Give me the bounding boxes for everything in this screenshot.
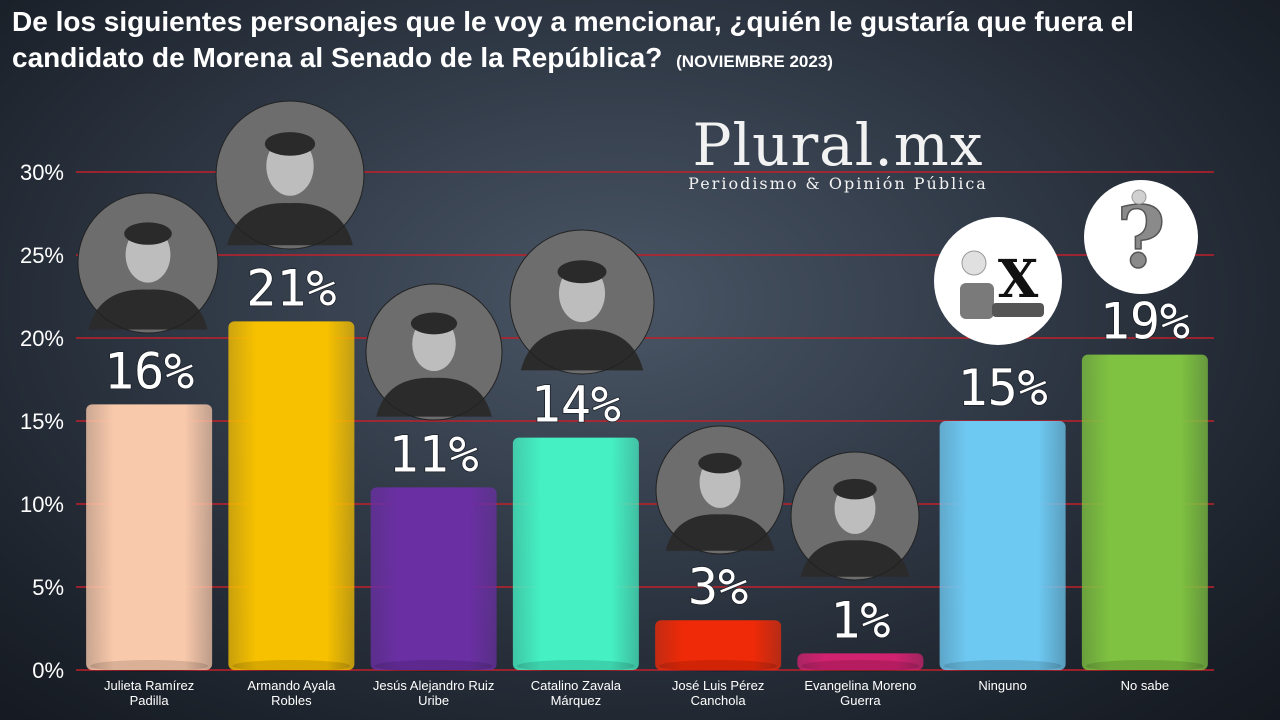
title-main: De los siguientes personajes que le voy …	[12, 6, 1134, 73]
x-tick-label: Ninguno	[978, 678, 1026, 693]
bar-base	[232, 660, 351, 672]
y-tick-label: 5%	[32, 575, 64, 600]
data-label: 16%	[104, 342, 194, 400]
person-photo	[655, 425, 785, 555]
data-label: 19%	[1100, 293, 1190, 351]
question-x-icon: X	[934, 217, 1062, 345]
x-tick-label: Evangelina Moreno Guerra	[804, 678, 916, 708]
y-tick-label: 25%	[20, 243, 64, 268]
bar-base	[374, 660, 493, 672]
brand-name: Plural.mx	[692, 111, 984, 179]
data-label: 3%	[688, 558, 748, 616]
data-label: 15%	[957, 359, 1047, 417]
svg-text:X: X	[998, 249, 1039, 310]
person-photo	[365, 283, 503, 421]
data-label: 1%	[830, 591, 890, 649]
bar-base	[943, 660, 1062, 672]
y-tick-label: 30%	[20, 160, 64, 185]
bar	[86, 404, 213, 670]
x-tick-label: Jesús Alejandro Ruiz Uribe	[373, 678, 494, 708]
data-label: 11%	[388, 425, 478, 483]
bar	[655, 620, 782, 670]
y-tick-label: 15%	[20, 409, 64, 434]
data-label: 14%	[531, 376, 621, 434]
bar-base	[659, 660, 778, 672]
person-photo	[77, 192, 219, 334]
x-tick-label: José Luis Pérez Canchola	[672, 678, 765, 708]
x-tick-label: Julieta Ramírez Padilla	[104, 678, 194, 708]
person-photo	[790, 451, 920, 581]
x-tick-label: Catalino Zavala Márquez	[531, 678, 622, 708]
title-date: (NOVIEMBRE 2023)	[676, 52, 833, 71]
x-tick-label: No sabe	[1121, 678, 1169, 693]
person-photo	[215, 100, 365, 250]
question-mark-icon: ?	[1084, 180, 1198, 294]
bar	[939, 421, 1066, 670]
bar-base	[90, 660, 209, 672]
chart-title: De los siguientes personajes que le voy …	[12, 4, 1232, 80]
bar	[797, 653, 924, 670]
brand-tagline: Periodismo & Opinión Pública	[688, 174, 988, 193]
brand-logo: Plural.mx Periodismo & Opinión Pública	[668, 112, 1008, 193]
bar	[1081, 354, 1208, 670]
bar	[512, 437, 639, 670]
y-tick-label: 10%	[20, 492, 64, 517]
bar-base	[516, 660, 635, 672]
bar	[370, 487, 497, 670]
bar-base	[801, 660, 920, 672]
x-tick-label: Armando Ayala Robles	[247, 678, 336, 708]
y-tick-label: 0%	[32, 658, 64, 683]
data-label: 21%	[246, 259, 336, 317]
person-photo	[509, 229, 655, 375]
y-tick-label: 20%	[20, 326, 64, 351]
bar-base	[1085, 660, 1204, 672]
bar	[228, 321, 355, 670]
